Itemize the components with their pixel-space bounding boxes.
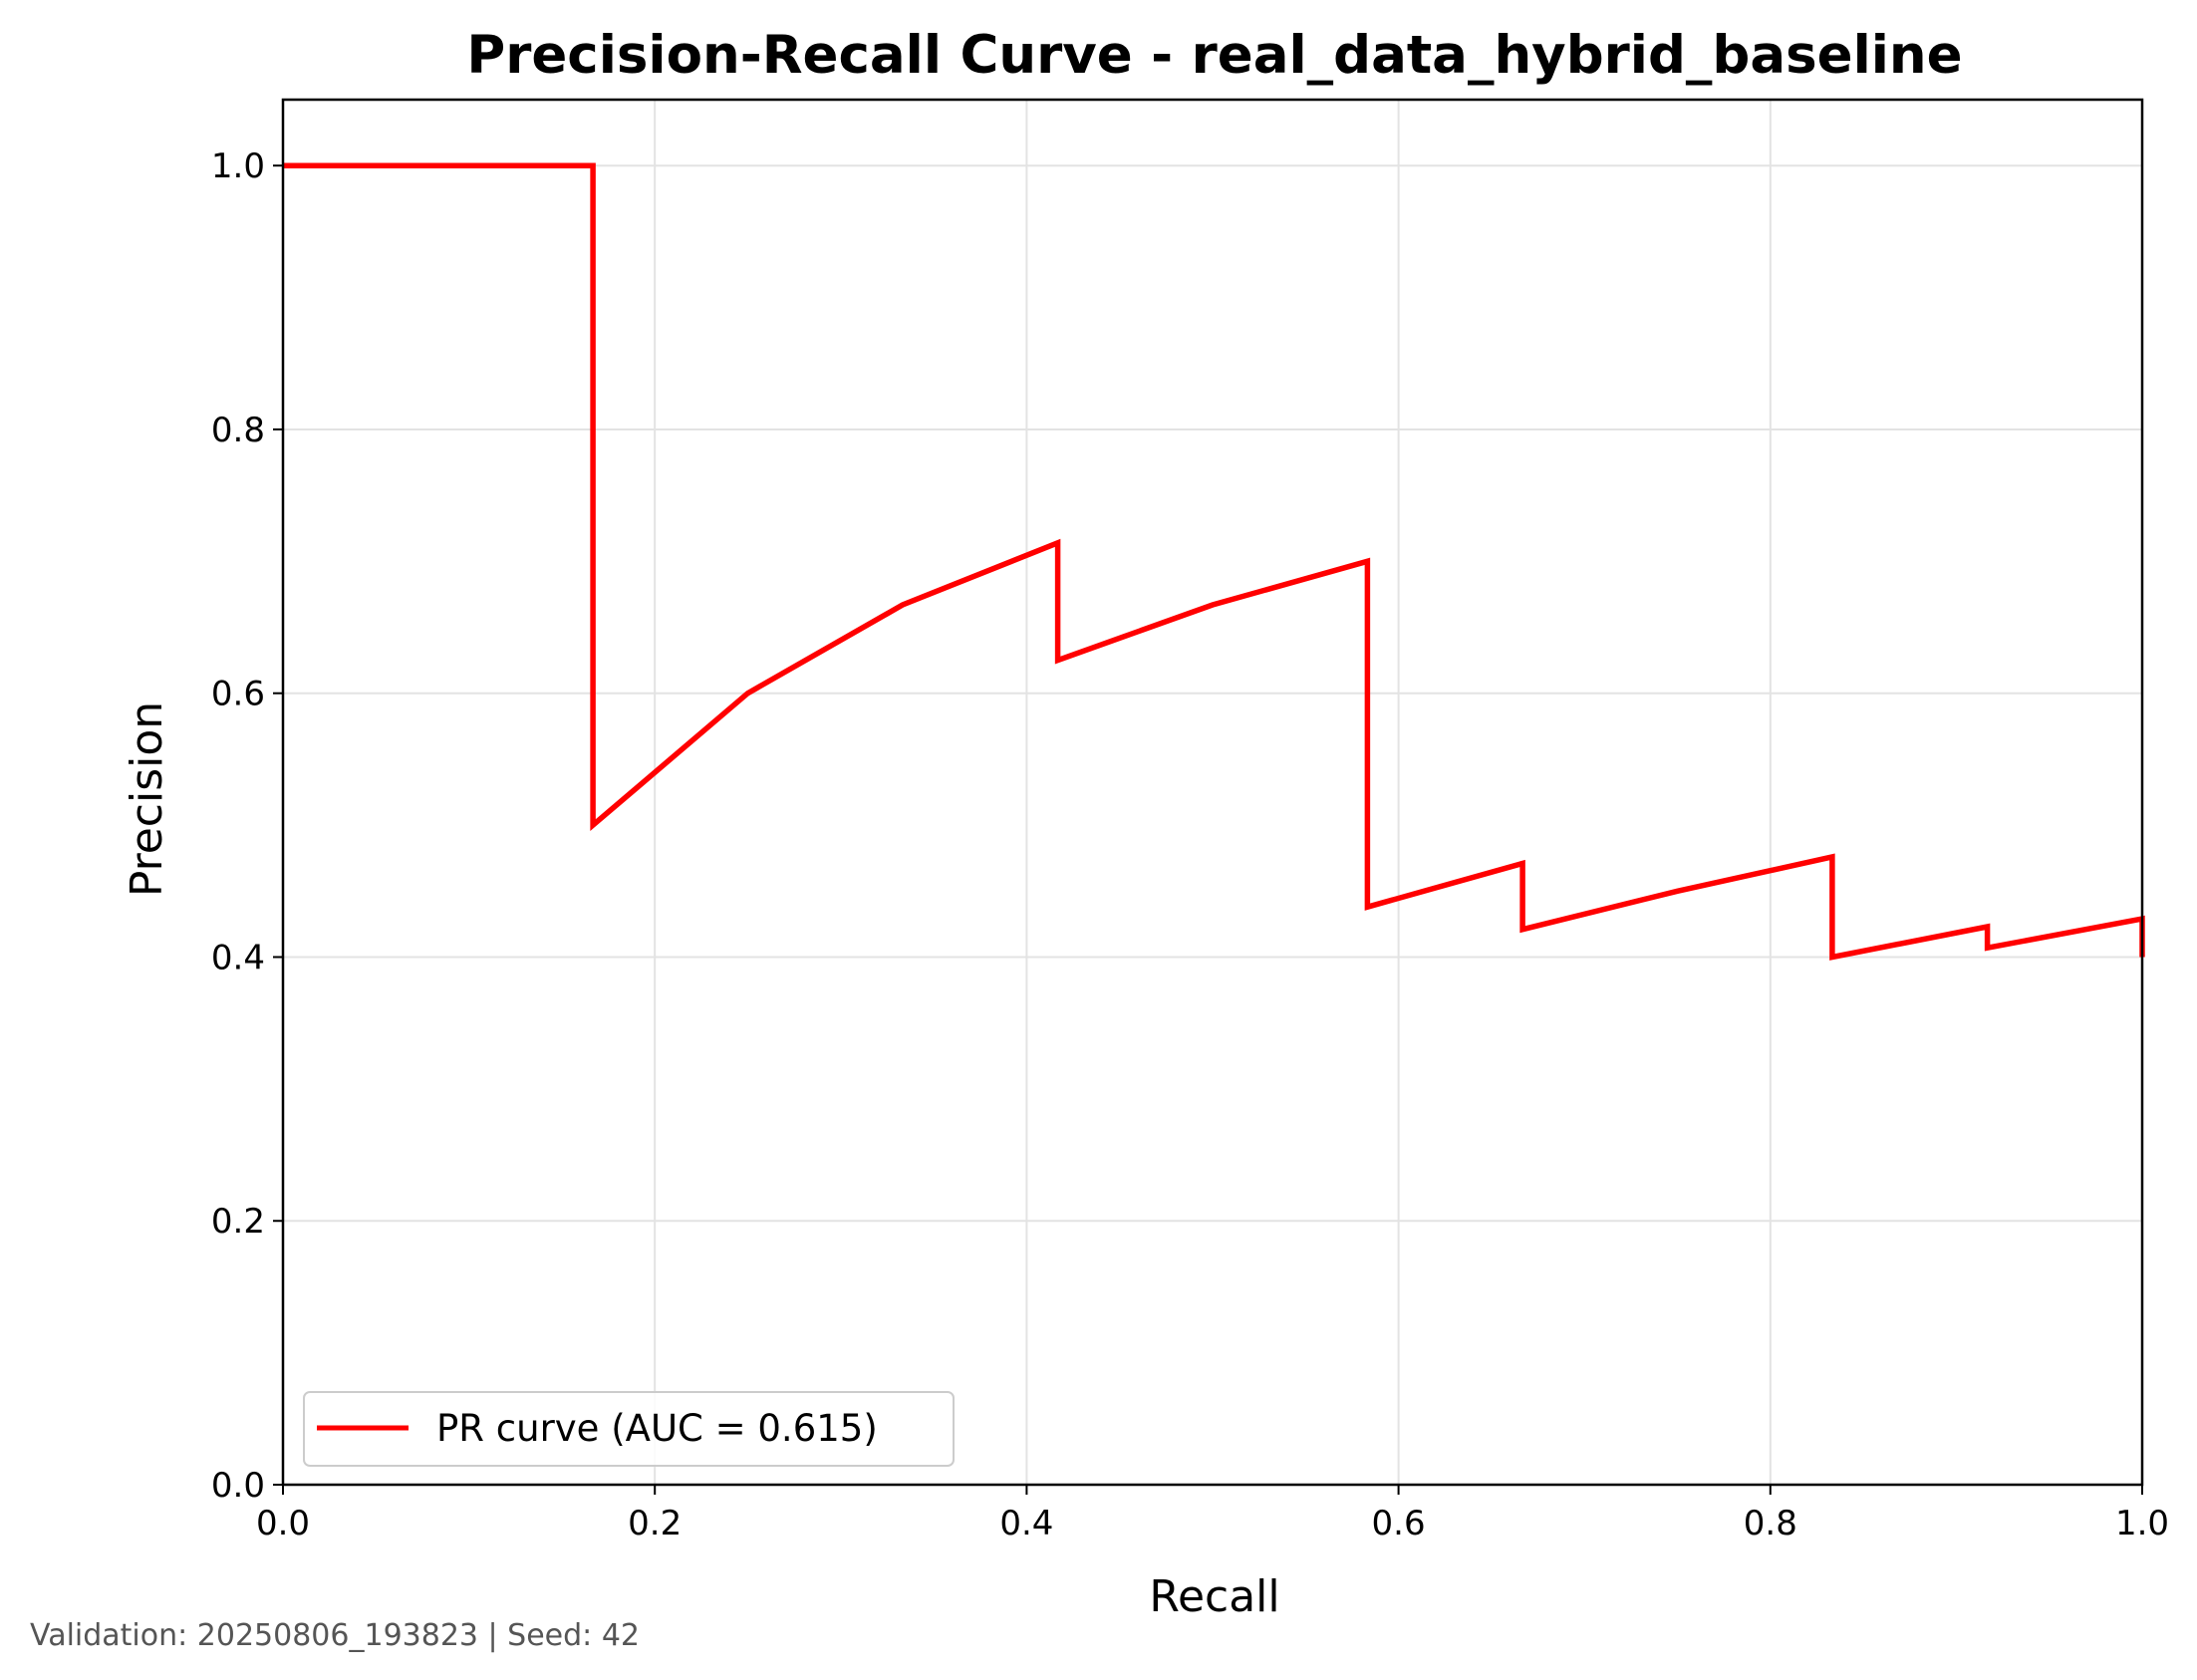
validation-footer: Validation: 20250806_193823 | Seed: 42	[30, 1618, 640, 1653]
axis-ticks: 0.0 0.2 0.4 0.6 0.8 1.0 0.0 0.2 0.4 0.6 0.8 1.0	[211, 146, 2169, 1543]
chart-title: Precision-Recall Curve - real_data_hybri…	[466, 25, 1962, 86]
legend-box	[303, 1391, 955, 1467]
x-tick-label: 0.6	[1372, 1504, 1426, 1543]
y-tick-label: 0.8	[211, 411, 265, 450]
y-tick-label: 0.4	[211, 938, 265, 978]
series-line-pr-curve	[283, 162, 2145, 961]
grid-lines	[282, 100, 2143, 1486]
x-tick-label: 1.0	[2115, 1504, 2169, 1543]
x-tick-label: 0.8	[1744, 1504, 1797, 1543]
legend: PR curve (AUC = 0.615)	[303, 1391, 955, 1467]
x-tick-label: 0.4	[999, 1504, 1053, 1543]
y-tick-label: 0.0	[211, 1466, 265, 1506]
x-axis-label: Recall	[1149, 1571, 1279, 1622]
plot-frame	[281, 98, 2144, 1487]
y-axis-label: Precision	[122, 701, 172, 897]
legend-entry-label: PR curve (AUC = 0.615)	[436, 1407, 878, 1450]
x-tick-label: 0.0	[256, 1504, 310, 1543]
y-tick-label: 0.6	[211, 675, 265, 714]
x-tick-label: 0.2	[628, 1504, 682, 1543]
y-tick-label: 1.0	[211, 146, 265, 186]
series-layer	[283, 162, 2145, 961]
y-tick-label: 0.2	[211, 1202, 265, 1242]
